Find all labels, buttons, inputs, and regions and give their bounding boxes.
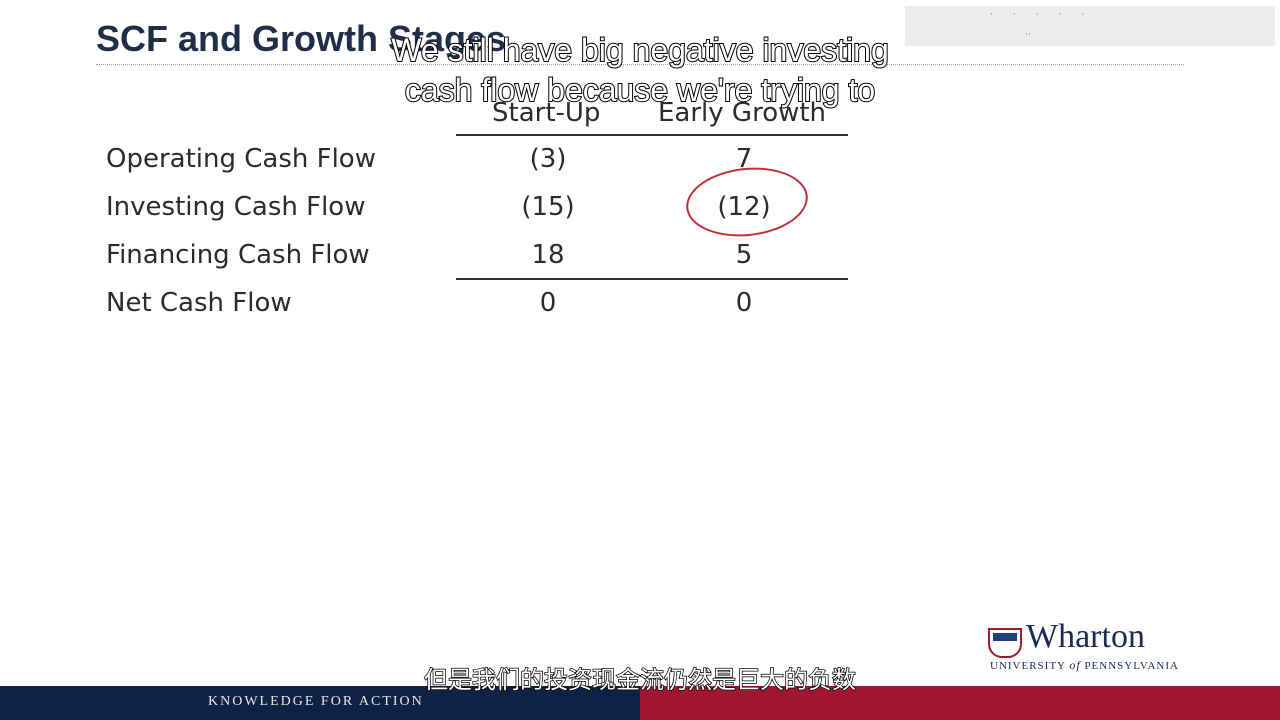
chinese-subtitle: 但是我们的投资现金流仍然是巨大的负数 <box>423 665 857 695</box>
total-rule <box>456 278 848 280</box>
logo-subtitle: UNIVERSITY of PENNSYLVANIA <box>990 658 1179 673</box>
english-subtitle: We still have big negative investing cas… <box>300 30 980 110</box>
cell-net-early-growth: 0 <box>735 288 753 318</box>
logo-sub-of: of <box>1069 658 1081 672</box>
english-subtitle-line-2: cash flow because we're trying to <box>404 71 876 109</box>
footer-bar-red <box>640 686 1280 720</box>
video-overlay-box <box>905 6 1275 46</box>
logo-sub-suffix: PENNSYLVANIA <box>1080 660 1179 672</box>
row-label-net: Net Cash Flow <box>106 288 292 318</box>
row-label-operating: Operating Cash Flow <box>106 144 376 174</box>
overlay-dots-lower: ·· <box>1025 30 1031 40</box>
slide-title: SCF and Growth Stages <box>96 18 507 59</box>
shield-icon <box>988 628 1022 658</box>
logo-sub-prefix: UNIVERSITY <box>990 660 1070 672</box>
cell-investing-early-growth: (12) <box>717 192 771 222</box>
cell-net-start-up: 0 <box>539 288 557 318</box>
footer-tagline: KNOWLEDGE FOR ACTION <box>208 694 424 709</box>
column-header-start-up: Start-Up <box>492 98 601 128</box>
cell-operating-early-growth: 7 <box>735 144 753 174</box>
cell-investing-start-up: (15) <box>521 192 575 222</box>
row-label-financing: Financing Cash Flow <box>106 240 370 270</box>
footer-bar-blue <box>0 686 640 720</box>
wharton-logo: Wharton UNIVERSITY of PENNSYLVANIA <box>988 618 1193 673</box>
logo-wordmark: Wharton <box>1026 618 1145 655</box>
overlay-dots: ····· <box>990 10 1105 20</box>
title-divider <box>96 64 1184 65</box>
cell-financing-start-up: 18 <box>531 240 565 270</box>
header-rule <box>456 134 848 136</box>
cell-operating-start-up: (3) <box>529 144 567 174</box>
column-header-early-growth: Early Growth <box>658 98 827 128</box>
cell-financing-early-growth: 5 <box>735 240 753 270</box>
english-subtitle-line-1: We still have big negative investing <box>390 31 889 69</box>
row-label-investing: Investing Cash Flow <box>106 192 366 222</box>
